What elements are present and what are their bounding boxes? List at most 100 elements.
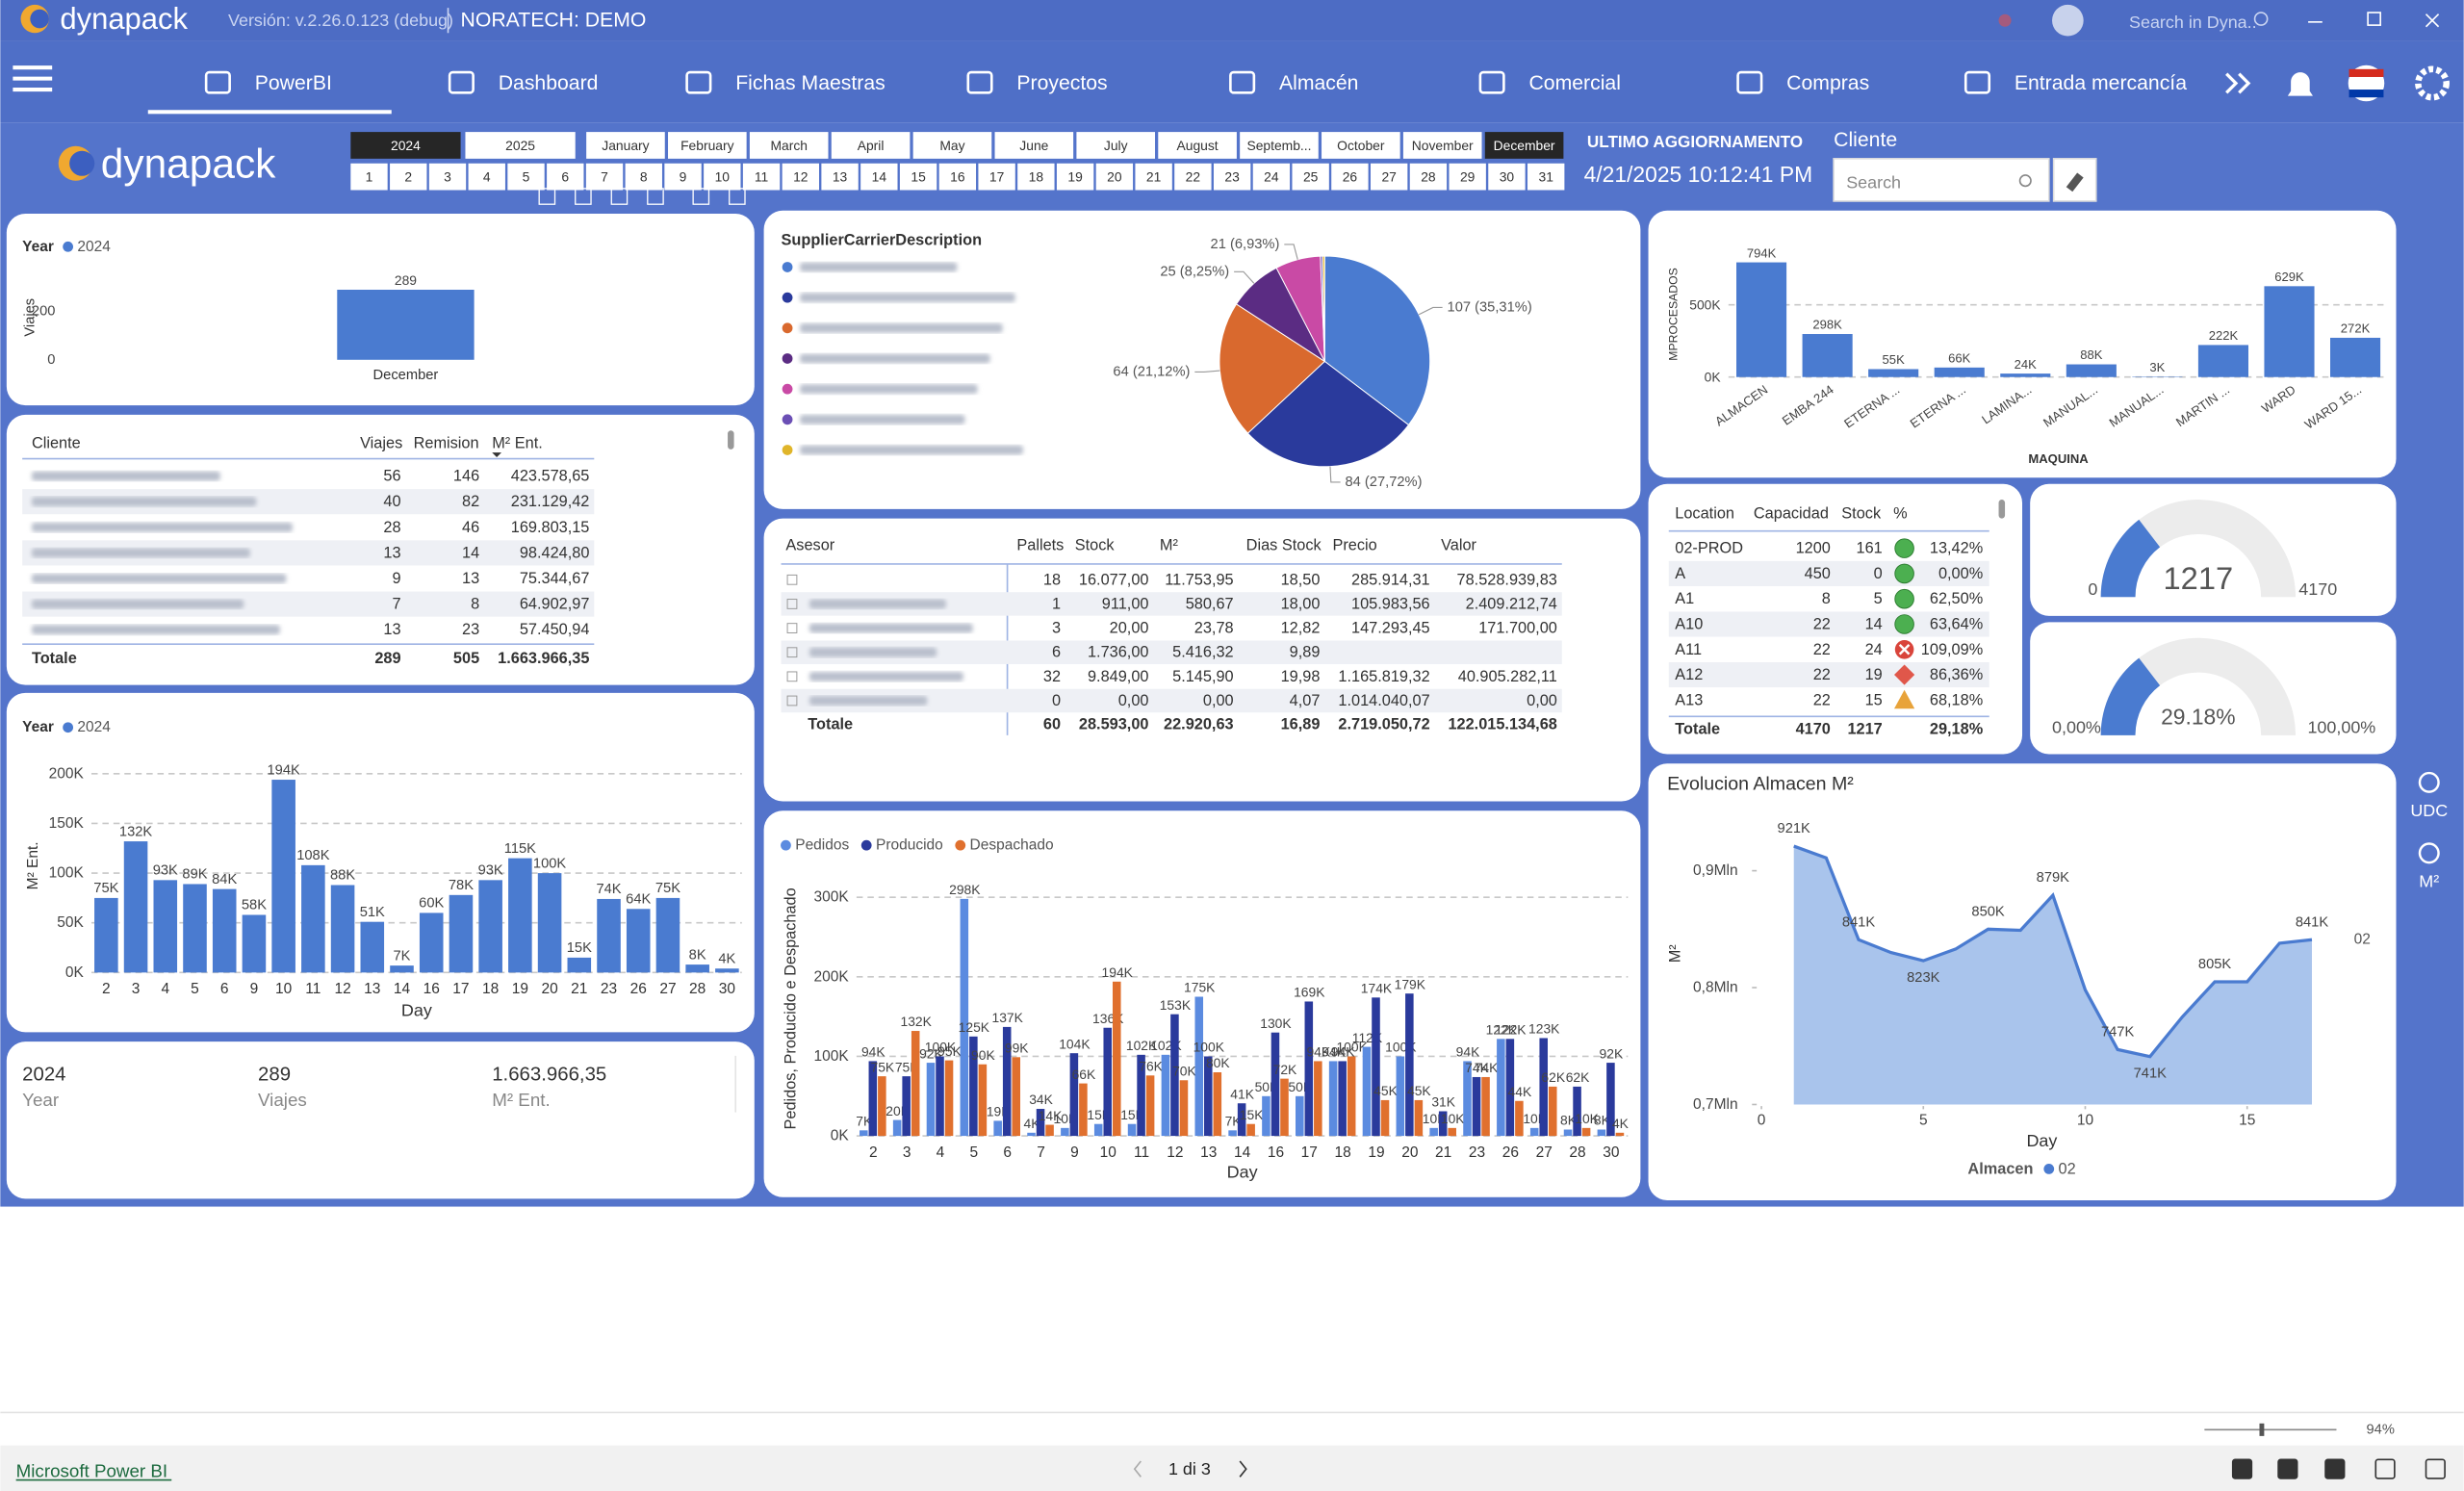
bar xyxy=(715,968,739,973)
table-cell: 5.145,90 xyxy=(1172,668,1234,685)
day-slicer[interactable] xyxy=(821,163,859,191)
data-label: 31K xyxy=(1431,1094,1455,1110)
nav-item[interactable]: Dashboard xyxy=(499,72,599,94)
settings-icon[interactable] xyxy=(2415,65,2450,101)
day-slicer[interactable] xyxy=(1370,163,1408,191)
day-slicer[interactable] xyxy=(899,163,937,191)
month-slicer[interactable] xyxy=(912,132,992,159)
nav-item[interactable]: Compras xyxy=(1786,72,1869,94)
share-icon[interactable] xyxy=(2277,1458,2298,1479)
nav-item[interactable]: Proyectos xyxy=(1016,72,1107,94)
day-slicer[interactable] xyxy=(782,163,819,191)
total-cell: 29,18% xyxy=(1930,720,1984,737)
nav-item[interactable]: Fichas Maestras xyxy=(735,72,886,94)
share-icon[interactable] xyxy=(2231,1458,2253,1479)
total-cell: 28.593,00 xyxy=(1079,715,1149,733)
expand-icon[interactable] xyxy=(786,671,798,682)
more-icon[interactable] xyxy=(2225,72,2251,94)
bar xyxy=(1127,1123,1137,1137)
day-slicer[interactable] xyxy=(938,163,977,191)
expand-icon[interactable] xyxy=(786,623,798,633)
day-slicer[interactable] xyxy=(1527,163,1565,191)
side-button[interactable]: UDC xyxy=(2410,801,2448,820)
table-cell: A1 xyxy=(1675,590,1694,607)
month-slicer[interactable] xyxy=(1484,132,1564,159)
day-slicer[interactable] xyxy=(428,163,467,191)
day-slicer[interactable] xyxy=(1135,163,1172,191)
month-slicer[interactable] xyxy=(668,132,747,159)
day-slicer[interactable] xyxy=(547,163,584,191)
month-slicer[interactable] xyxy=(1158,132,1237,159)
day-slicer[interactable] xyxy=(468,163,505,191)
month-slicer[interactable] xyxy=(1402,132,1482,159)
bell-icon[interactable] xyxy=(2287,72,2313,96)
day-slicer[interactable] xyxy=(860,163,898,191)
day-slicer[interactable] xyxy=(507,163,545,191)
day-option: 30 xyxy=(1500,169,1515,185)
month-slicer[interactable] xyxy=(1322,132,1400,159)
day-slicer[interactable] xyxy=(585,163,624,191)
table-cell: 11.753,95 xyxy=(1165,571,1233,588)
day-slicer[interactable] xyxy=(1252,163,1291,191)
visual-header-icon[interactable] xyxy=(729,188,746,205)
day-option: 11 xyxy=(755,169,769,185)
day-slicer[interactable] xyxy=(350,163,388,191)
side-icon[interactable] xyxy=(2418,771,2440,793)
expand-icon[interactable] xyxy=(786,695,798,707)
visual-header-icon[interactable] xyxy=(610,188,629,205)
day-slicer[interactable] xyxy=(664,163,702,191)
day-option: 16 xyxy=(950,169,965,185)
nav-item[interactable]: Entrada mercancía xyxy=(2015,72,2187,94)
day-slicer[interactable] xyxy=(1213,163,1251,191)
day-slicer[interactable] xyxy=(625,163,662,191)
nav-item[interactable]: Almacén xyxy=(1279,72,1359,94)
expand-icon[interactable] xyxy=(786,574,798,585)
expand-icon[interactable] xyxy=(786,647,798,658)
month-slicer[interactable] xyxy=(586,132,665,159)
day-slicer[interactable] xyxy=(704,163,741,191)
side-button[interactable]: M² xyxy=(2419,872,2439,891)
visual-header-icon[interactable] xyxy=(575,188,592,205)
day-slicer[interactable] xyxy=(1331,163,1369,191)
day-slicer[interactable] xyxy=(742,163,781,191)
close[interactable] xyxy=(2425,13,2440,28)
restore[interactable] xyxy=(2367,12,2381,26)
day-slicer[interactable] xyxy=(978,163,1015,191)
share-icon[interactable] xyxy=(2425,1458,2446,1479)
avatar[interactable] xyxy=(2052,4,2084,37)
table-cell: 169.803,15 xyxy=(511,519,590,536)
day-slicer[interactable] xyxy=(1449,163,1486,191)
global-search[interactable]: Search in Dyna.. xyxy=(2129,13,2257,32)
visual-header-icon[interactable] xyxy=(647,188,664,205)
share-icon[interactable] xyxy=(2324,1458,2346,1479)
bar xyxy=(892,1119,902,1137)
share-icon[interactable] xyxy=(2374,1458,2396,1479)
day-slicer[interactable] xyxy=(1056,163,1094,191)
nav-item[interactable]: Comercial xyxy=(1528,72,1620,94)
day-slicer[interactable] xyxy=(1292,163,1329,191)
side-icon[interactable] xyxy=(2418,842,2440,864)
prev-page[interactable] xyxy=(1133,1460,1142,1478)
year-slicer[interactable] xyxy=(350,132,461,159)
brand-link[interactable]: Microsoft Power BI xyxy=(16,1460,167,1480)
day-slicer[interactable] xyxy=(1488,163,1526,191)
cliente-search[interactable] xyxy=(1833,158,2050,202)
day-slicer[interactable] xyxy=(1409,163,1448,191)
total-cell: 289 xyxy=(374,650,400,667)
year-slicer[interactable] xyxy=(465,132,576,159)
visual-header-icon[interactable] xyxy=(692,188,710,205)
day-slicer[interactable] xyxy=(390,163,427,191)
day-slicer[interactable] xyxy=(1174,163,1212,191)
month-slicer[interactable] xyxy=(1240,132,1319,159)
month-slicer[interactable] xyxy=(749,132,829,159)
day-slicer[interactable] xyxy=(1095,163,1134,191)
month-slicer[interactable] xyxy=(994,132,1074,159)
day-slicer[interactable] xyxy=(1017,163,1055,191)
month-slicer[interactable] xyxy=(831,132,911,159)
nav-item[interactable]: PowerBI xyxy=(255,72,332,94)
visual-header-icon[interactable] xyxy=(538,188,556,205)
next-page[interactable] xyxy=(1239,1460,1247,1478)
month-slicer[interactable] xyxy=(1076,132,1156,159)
x-tick-label: 18 xyxy=(1335,1144,1351,1161)
expand-icon[interactable] xyxy=(786,599,798,609)
